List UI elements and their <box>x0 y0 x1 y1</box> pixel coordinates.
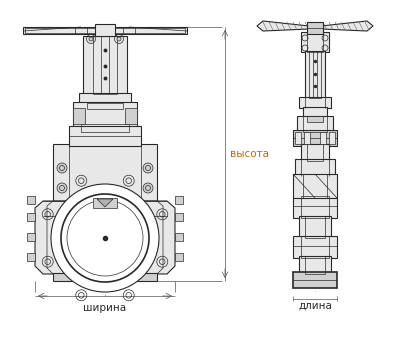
Bar <box>307 116 323 122</box>
Bar <box>53 273 157 281</box>
Bar <box>309 51 321 98</box>
Bar <box>175 213 183 221</box>
Bar <box>295 159 335 176</box>
Polygon shape <box>35 201 175 274</box>
Polygon shape <box>257 21 309 31</box>
Polygon shape <box>97 199 113 207</box>
Bar <box>27 253 35 261</box>
Bar <box>93 36 117 94</box>
Bar <box>303 107 327 118</box>
Circle shape <box>143 183 153 193</box>
Bar <box>81 124 129 132</box>
Bar <box>305 256 325 274</box>
Circle shape <box>143 163 153 173</box>
Circle shape <box>57 163 67 173</box>
Text: высота: высота <box>230 149 269 159</box>
Bar <box>295 132 301 144</box>
Bar <box>53 144 157 201</box>
Bar <box>83 36 127 94</box>
Circle shape <box>57 183 67 193</box>
Polygon shape <box>321 21 373 31</box>
Bar <box>303 174 327 198</box>
Bar <box>320 132 326 144</box>
Bar <box>93 198 117 208</box>
Bar <box>299 256 331 274</box>
Bar <box>87 103 123 109</box>
Bar <box>23 27 187 34</box>
Bar <box>293 174 337 198</box>
Bar <box>25 28 185 33</box>
Bar <box>125 108 137 124</box>
Circle shape <box>51 184 159 292</box>
Text: ширина: ширина <box>84 303 126 313</box>
Bar <box>293 130 337 146</box>
Bar <box>293 272 337 288</box>
Bar <box>79 93 131 104</box>
Bar <box>305 216 325 238</box>
Bar <box>73 102 137 128</box>
Bar <box>95 24 115 36</box>
Circle shape <box>117 37 121 41</box>
Bar <box>27 213 35 221</box>
Bar <box>299 216 331 238</box>
Circle shape <box>89 37 93 41</box>
Bar <box>307 22 323 34</box>
Bar <box>293 236 337 258</box>
Bar <box>304 132 310 144</box>
Bar <box>27 196 35 204</box>
Bar <box>175 196 183 204</box>
Bar <box>297 116 333 132</box>
Bar <box>73 108 85 124</box>
Text: длина: длина <box>298 301 332 311</box>
Bar <box>307 32 323 52</box>
Bar <box>301 144 329 161</box>
Bar <box>69 126 141 146</box>
Bar <box>301 32 329 52</box>
Bar <box>301 196 329 218</box>
Bar <box>301 236 329 258</box>
Bar <box>27 233 35 241</box>
Bar <box>307 144 323 161</box>
Bar <box>175 233 183 241</box>
Circle shape <box>61 194 149 282</box>
Bar <box>293 196 337 218</box>
Bar <box>303 116 327 132</box>
Bar <box>305 51 325 98</box>
Bar <box>175 253 183 261</box>
Bar <box>299 97 331 108</box>
Bar <box>329 132 335 144</box>
